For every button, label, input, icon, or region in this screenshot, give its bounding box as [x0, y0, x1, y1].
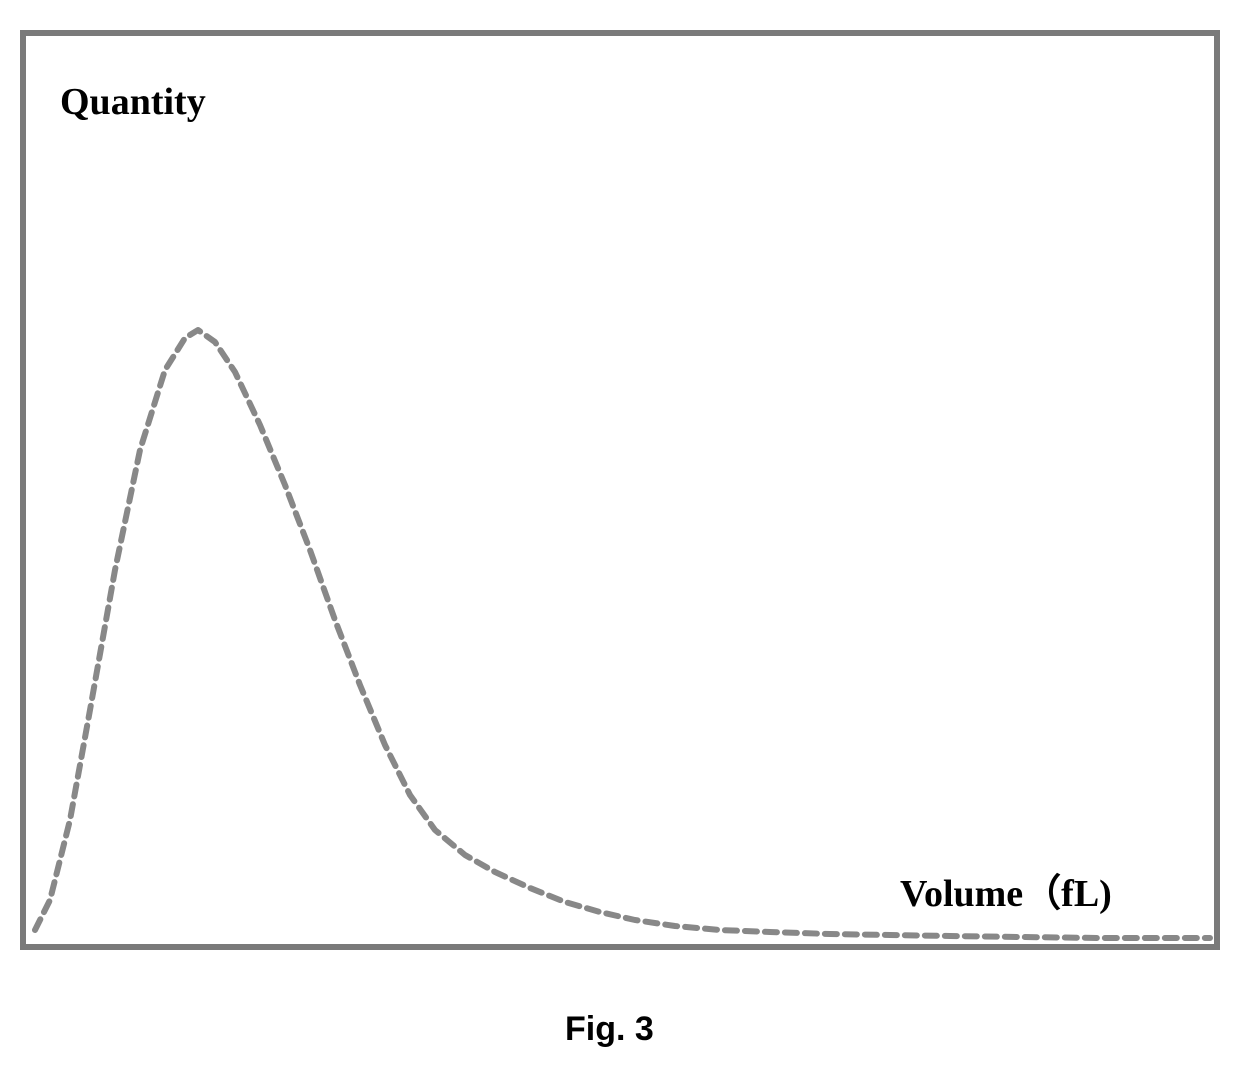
y-axis-label: Quantity: [60, 80, 206, 124]
figure-caption: Fig. 3: [565, 1010, 654, 1049]
chart-curve: [35, 330, 1210, 938]
chart-frame-rect: [23, 33, 1217, 947]
chart-container: Quantity Volume（fL): [20, 30, 1220, 950]
x-axis-label: Volume（fL): [900, 862, 1112, 917]
chart-svg: [20, 30, 1220, 950]
